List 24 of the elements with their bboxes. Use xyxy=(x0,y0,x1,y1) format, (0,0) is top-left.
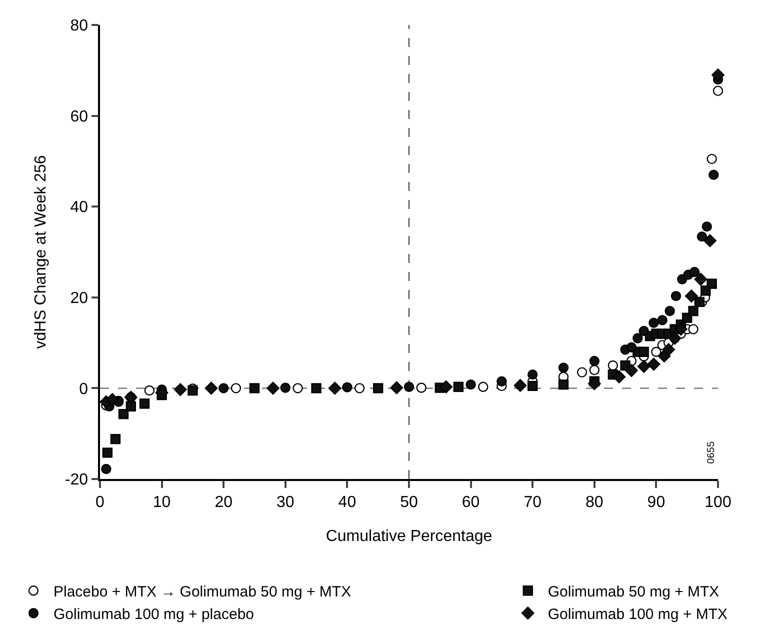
x-tick-label: 40 xyxy=(338,494,356,511)
x-tick-label: 70 xyxy=(524,494,542,511)
x-tick-label: 30 xyxy=(276,494,294,511)
y-tick-label: 40 xyxy=(70,199,88,216)
y-tick-label: 60 xyxy=(70,108,88,126)
x-tick-label: 50 xyxy=(400,494,418,511)
x-tick-label: 0 xyxy=(96,494,105,511)
y-tick-label: 80 xyxy=(70,18,88,35)
y-axis-title: vdHS Change at Week 256 xyxy=(32,155,50,349)
y-tick-label: 0 xyxy=(79,380,88,398)
annotation: 0655 xyxy=(706,441,717,464)
legend-label: Golimumab 100 mg + MTX xyxy=(548,606,728,623)
legend-label: Placebo + MTX → Golimumab 50 mg + MTX xyxy=(53,583,352,600)
x-axis-title: Cumulative Percentage xyxy=(326,528,492,546)
x-tick-label: 100 xyxy=(704,494,732,511)
x-tick-label: 80 xyxy=(586,494,604,511)
y-tick-label: 20 xyxy=(70,290,88,307)
x-tick-label: 90 xyxy=(647,494,666,511)
x-tick-label: 20 xyxy=(214,494,233,511)
x-tick-label: 60 xyxy=(462,494,480,511)
legend-label: Golimumab 100 mg + placebo xyxy=(53,606,254,623)
y-tick-label: -20 xyxy=(64,472,88,489)
x-tick-label: 10 xyxy=(152,494,171,511)
legend-label: Golimumab 50 mg + MTX xyxy=(548,583,720,600)
